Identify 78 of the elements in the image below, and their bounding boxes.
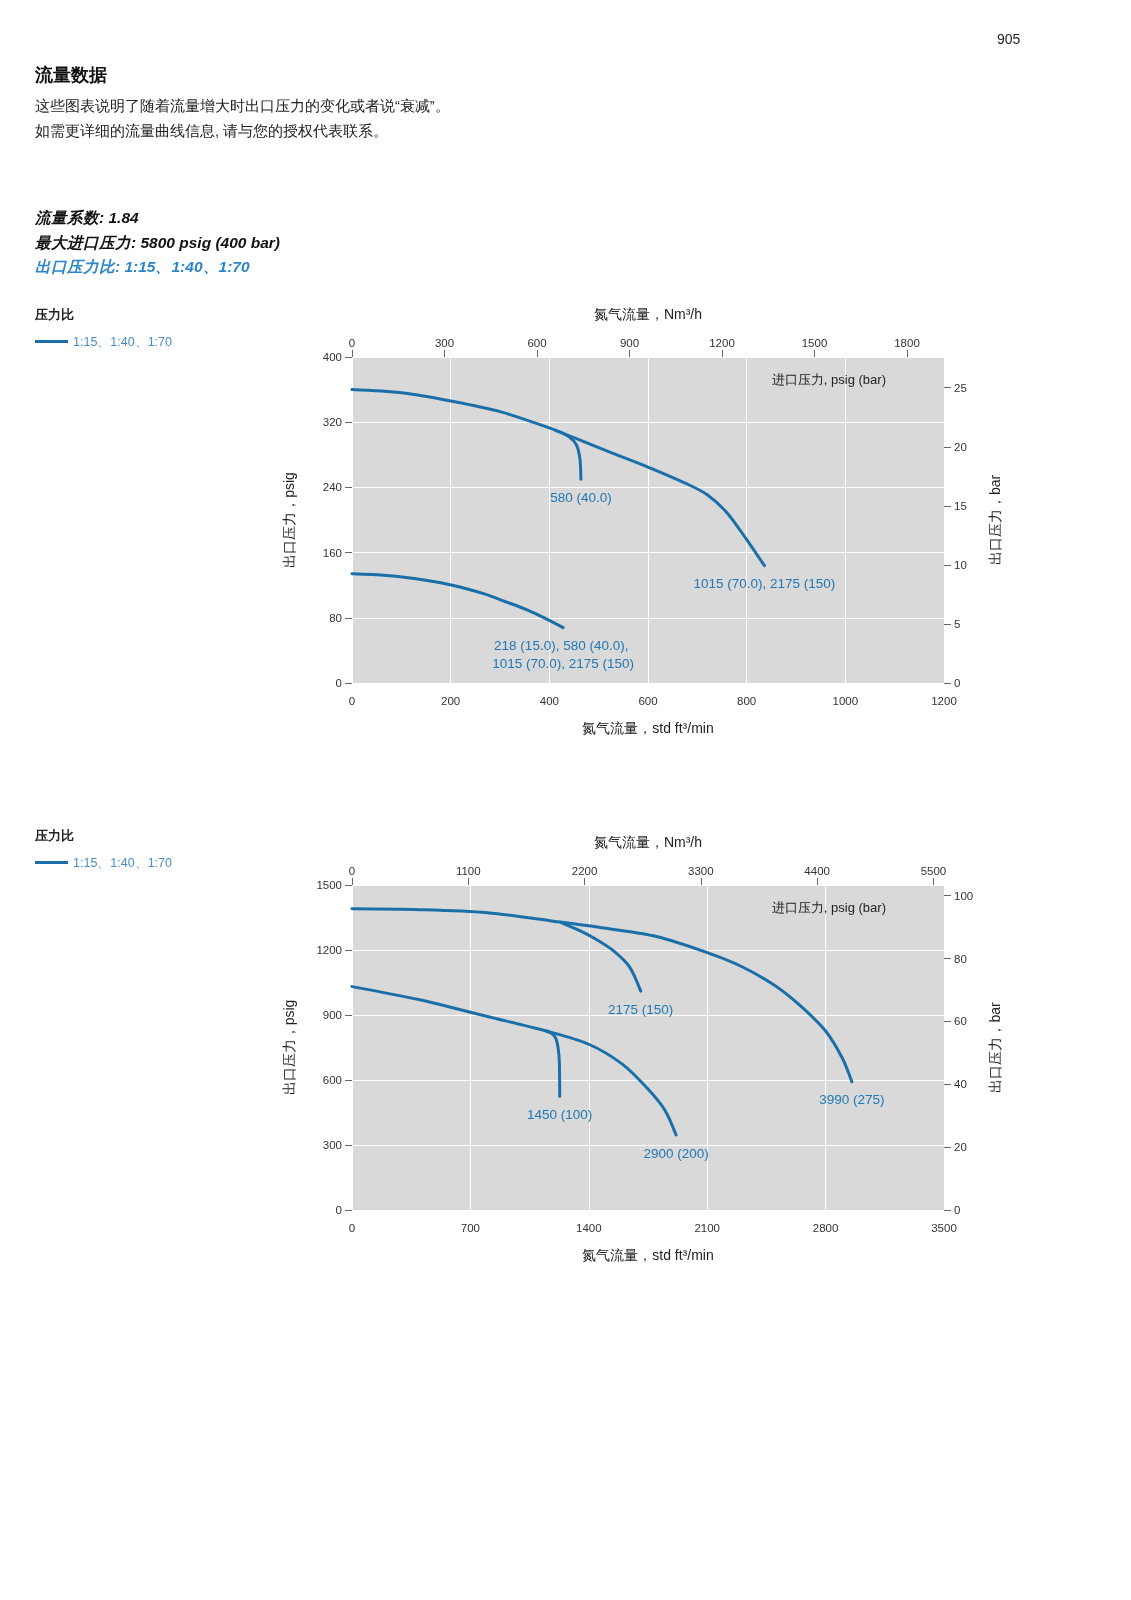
y-tick-label: 320	[322, 416, 342, 429]
x2-tick-label: 600	[527, 337, 547, 349]
text: 如需更详细的流量曲线信息, 请与您的授权代表联系。	[35, 122, 389, 139]
legend-title: 压力比	[34, 828, 74, 843]
text: 流量数据	[34, 65, 107, 85]
legend-label: 1:15、1:40、1:70	[73, 334, 173, 349]
x-tick-label: 700	[460, 1222, 480, 1234]
y-tick-label: 900	[322, 1009, 342, 1021]
chart-subtitle: 这些图表说明了随着流量增大时出口压力的变化或者说“衰减”。	[35, 97, 450, 114]
y2-tick-label: 10	[954, 558, 967, 571]
x-axis-title: 氮气流量，std ft³/min	[582, 1247, 714, 1263]
y2-tick-label: 25	[954, 381, 967, 394]
y-tick-label: 0	[335, 1204, 342, 1216]
x2-tick-label: 3300	[688, 865, 714, 877]
x2-tick-label: 4400	[804, 865, 830, 877]
x-tick-label: 200	[441, 695, 461, 707]
y-tick-label: 240	[322, 481, 342, 494]
x2-tick-label: 5500	[920, 865, 947, 877]
text: 流量系数: 1.84	[34, 208, 140, 226]
y-tick-label: 600	[322, 1074, 342, 1086]
y2-tick-label: 0	[954, 1204, 961, 1216]
y-tick-label: 300	[322, 1139, 342, 1151]
x-tick-label: 1000	[832, 695, 859, 707]
annotation: 580 (40.0)	[550, 489, 612, 505]
y-tick-label: 400	[322, 351, 342, 363]
x-tick-label: 0	[348, 695, 356, 707]
x2-tick-label: 1200	[709, 337, 735, 349]
x2-tick-label: 1800	[894, 337, 920, 349]
x-tick-label: 400	[539, 695, 559, 707]
y2-tick-label: 20	[954, 440, 967, 453]
y-axis-title: 出口压力，psig	[281, 999, 297, 1096]
x-tick-label: 800	[737, 695, 757, 707]
y2-tick-label: 60	[954, 1015, 967, 1028]
text: 905	[997, 31, 1021, 47]
legend-title: 压力比	[34, 307, 74, 322]
x2-tick-label: 1500	[801, 337, 828, 349]
y2-tick-label: 0	[954, 677, 961, 689]
y2-tick-label: 80	[954, 952, 967, 965]
x-tick-label: 2100	[694, 1222, 720, 1234]
annotation: 3990 (275)	[819, 1092, 885, 1108]
x-tick-label: 2800	[812, 1222, 839, 1234]
y2-tick-label: 5	[954, 617, 961, 630]
annotation: 进口压力, psig (bar)	[771, 371, 886, 387]
x-tick-label: 600	[638, 695, 658, 707]
y2-tick-label: 15	[954, 499, 967, 512]
y2-axis-title: 出口压力，bar	[987, 1002, 1003, 1093]
x2-axis-title: 氮气流量，Nm³/h	[593, 834, 703, 850]
x2-tick-label: 300	[434, 337, 455, 349]
x2-tick-label: 0	[348, 337, 356, 349]
x-tick-label: 1200	[931, 695, 957, 707]
y-tick-label: 1500	[316, 879, 342, 891]
y2-tick-label: 40	[954, 1078, 967, 1091]
y-tick-label: 160	[322, 546, 342, 559]
y2-tick-label: 100	[954, 889, 974, 902]
x-tick-label: 0	[348, 1222, 356, 1234]
x2-tick-label: 2200	[571, 865, 598, 877]
annotation: 进口压力, psig (bar)	[771, 899, 886, 915]
x2-tick-label: 0	[348, 865, 356, 877]
annotation: 1015 (70.0), 2175 (150)	[693, 576, 836, 592]
annotation: 2900 (200)	[643, 1145, 709, 1161]
x2-tick-label: 900	[619, 337, 640, 349]
y-tick-label: 1200	[316, 944, 342, 956]
x-tick-label: 3500	[931, 1222, 957, 1234]
y2-axis-title: 出口压力，bar	[987, 474, 1003, 566]
x-tick-label: 1400	[576, 1222, 602, 1234]
text: 最大进口压力: 5800 psig (400 bar)	[35, 233, 281, 251]
y-tick-label: 0	[335, 677, 342, 689]
legend-label: 1:15、1:40、1:70	[73, 855, 173, 870]
annotation: 218 (15.0), 580 (40.0), 1015 (70.0), 2175 (150)	[492, 638, 635, 672]
x-axis-title: 氮气流量，std ft³/min	[582, 720, 714, 736]
annotation: 1450 (100)	[527, 1106, 593, 1122]
text: 出口压力比: 1:15、1:40、1:70	[35, 257, 250, 275]
x2-axis-title: 氮气流量，Nm³/h	[593, 306, 703, 322]
y-tick-label: 80	[329, 611, 342, 624]
y2-tick-label: 20	[954, 1141, 967, 1154]
y-axis-title: 出口压力，psig	[281, 472, 297, 568]
x2-tick-label: 1100	[455, 865, 481, 877]
annotation: 2175 (150)	[608, 1001, 674, 1017]
